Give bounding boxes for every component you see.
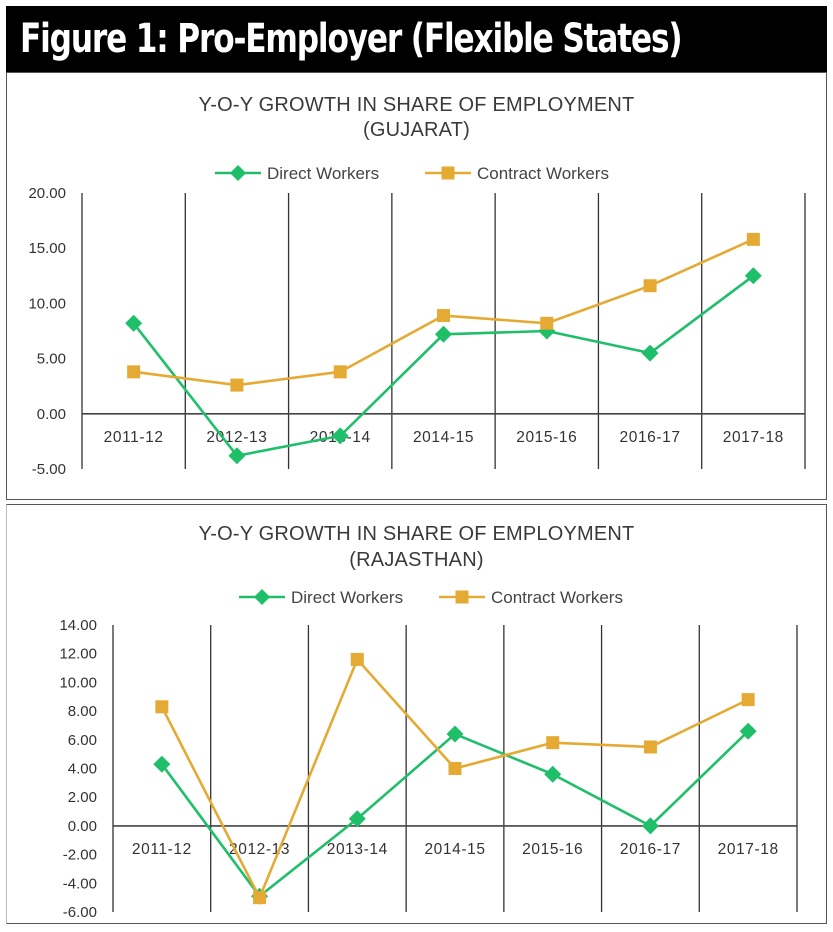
series-line-direct-workers bbox=[160, 730, 750, 898]
x-tick-label: 2012-13 bbox=[229, 841, 290, 858]
data-point-contract-workers bbox=[230, 378, 244, 392]
data-point-direct-workers bbox=[744, 267, 762, 285]
data-point-contract-workers bbox=[643, 740, 657, 754]
data-point-contract-workers bbox=[746, 232, 760, 246]
data-point-direct-workers bbox=[641, 344, 659, 362]
data-point-direct-workers bbox=[153, 755, 171, 773]
y-tick-label: 2.00 bbox=[68, 789, 97, 806]
y-tick-label: 0.00 bbox=[68, 818, 97, 835]
data-point-direct-workers bbox=[739, 722, 757, 740]
x-tick-label: 2015-16 bbox=[522, 841, 583, 858]
x-tick-label: 2017-18 bbox=[723, 429, 784, 446]
y-tick-label: 15.00 bbox=[28, 240, 66, 257]
figure-title: Figure 1: Pro-Employer (Flexible States) bbox=[20, 16, 683, 62]
y-tick-label: 20.00 bbox=[28, 185, 66, 202]
x-tick-label: 2017-18 bbox=[718, 841, 779, 858]
y-tick-label: 0.00 bbox=[37, 406, 66, 423]
figure-title-bar: Figure 1: Pro-Employer (Flexible States) bbox=[6, 6, 827, 72]
legend-label: Direct Workers bbox=[291, 588, 403, 607]
data-point-contract-workers bbox=[253, 891, 267, 905]
y-tick-label: 10.00 bbox=[28, 295, 66, 312]
x-tick-label: 2011-12 bbox=[104, 429, 164, 446]
y-tick-label: -2.00 bbox=[63, 847, 97, 864]
data-point-direct-workers bbox=[446, 725, 464, 743]
data-point-direct-workers bbox=[331, 427, 349, 445]
legend-marker-diamond bbox=[230, 165, 246, 181]
legend-label: Direct Workers bbox=[267, 164, 379, 183]
y-tick-label: 12.00 bbox=[59, 646, 97, 663]
x-tick-label: 2014-15 bbox=[413, 429, 474, 446]
legend-label: Contract Workers bbox=[477, 164, 609, 183]
data-point-direct-workers bbox=[228, 447, 246, 465]
chart-panel-gujarat: Y-O-Y GROWTH IN SHARE OF EMPLOYMENT (GUJA… bbox=[6, 72, 827, 500]
chart-rajasthan: Y-O-Y GROWTH IN SHARE OF EMPLOYMENT (RAJA… bbox=[59, 523, 798, 921]
chart-subtitle: (GUJARAT) bbox=[363, 119, 470, 141]
x-tick-label: 2013-14 bbox=[327, 841, 388, 858]
data-point-contract-workers bbox=[643, 279, 657, 293]
chart-title: Y-O-Y GROWTH IN SHARE OF EMPLOYMENT bbox=[199, 523, 635, 545]
legend-marker-square bbox=[441, 166, 455, 180]
data-point-direct-workers bbox=[435, 325, 452, 343]
x-tick-label: 2014-15 bbox=[424, 841, 485, 858]
data-point-contract-workers bbox=[127, 365, 141, 379]
legend-marker-square bbox=[455, 590, 469, 604]
data-point-contract-workers bbox=[540, 316, 554, 330]
x-tick-label: 2016-17 bbox=[620, 841, 681, 858]
data-point-direct-workers bbox=[348, 810, 366, 828]
y-tick-label: -6.00 bbox=[63, 904, 97, 921]
data-point-contract-workers bbox=[437, 309, 450, 323]
x-tick-label: 2016-17 bbox=[620, 429, 681, 446]
chart-gujarat: Y-O-Y GROWTH IN SHARE OF EMPLOYMENT (GUJA… bbox=[28, 94, 806, 478]
legend-label: Contract Workers bbox=[491, 588, 623, 607]
data-point-direct-workers bbox=[544, 765, 562, 783]
data-point-contract-workers bbox=[741, 693, 755, 707]
x-tick-label: 2011-12 bbox=[132, 841, 192, 858]
y-tick-label: 8.00 bbox=[68, 703, 97, 720]
legend-marker-diamond bbox=[254, 589, 270, 605]
y-tick-label: 10.00 bbox=[59, 674, 97, 691]
y-tick-label: -4.00 bbox=[63, 875, 97, 892]
data-point-contract-workers bbox=[448, 762, 462, 775]
y-tick-label: 4.00 bbox=[68, 761, 97, 778]
y-tick-label: 5.00 bbox=[37, 351, 66, 368]
x-tick-label: 2012-13 bbox=[206, 429, 267, 446]
y-tick-label: -5.00 bbox=[32, 461, 66, 478]
y-tick-label: 6.00 bbox=[68, 732, 97, 749]
chart-panel-rajasthan: Y-O-Y GROWTH IN SHARE OF EMPLOYMENT (RAJA… bbox=[6, 504, 827, 924]
data-point-contract-workers bbox=[155, 700, 169, 714]
data-point-contract-workers bbox=[333, 365, 347, 379]
data-point-contract-workers bbox=[350, 652, 364, 666]
chart-subtitle: (RAJASTHAN) bbox=[349, 549, 483, 571]
data-point-contract-workers bbox=[546, 736, 560, 750]
chart-title: Y-O-Y GROWTH IN SHARE OF EMPLOYMENT bbox=[199, 94, 635, 116]
y-tick-label: 14.00 bbox=[59, 617, 97, 634]
data-point-direct-workers bbox=[641, 817, 659, 835]
x-tick-label: 2015-16 bbox=[516, 429, 577, 446]
series-line-contract-workers bbox=[160, 658, 749, 899]
